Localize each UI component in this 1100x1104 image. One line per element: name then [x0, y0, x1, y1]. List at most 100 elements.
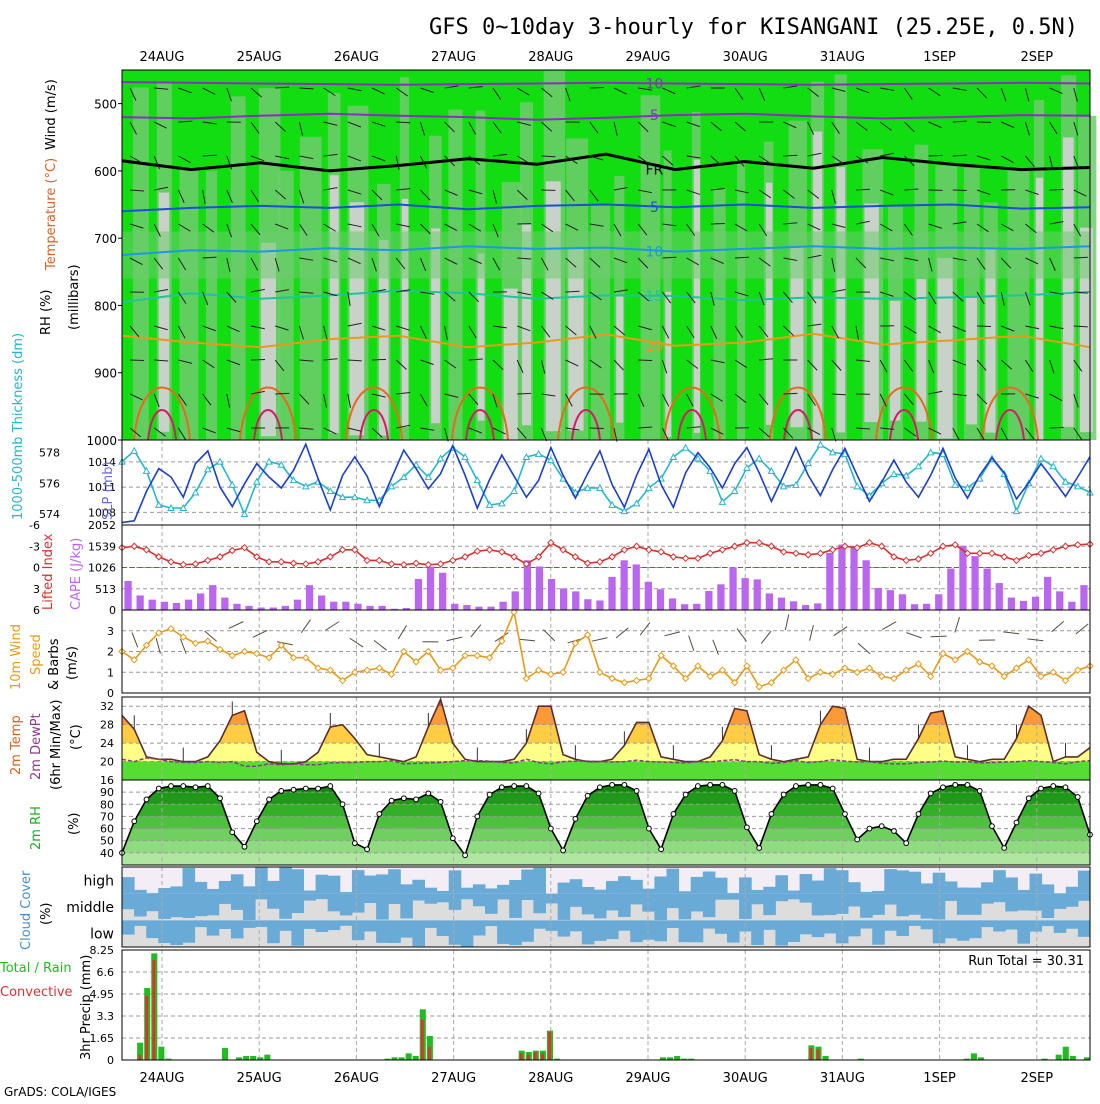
rh-point [365, 847, 370, 852]
ylabel-precip-total: Total / Rain [0, 961, 72, 976]
rh-point [585, 793, 590, 798]
cape-bar [524, 560, 531, 610]
rh-shade-dry [616, 295, 623, 422]
li-point [903, 557, 909, 563]
cloud-cell [231, 874, 244, 893]
surface-barb [1052, 621, 1064, 631]
cloud-cell [558, 894, 571, 920]
cloud-cell [751, 894, 764, 905]
cloud-cell [594, 894, 607, 919]
cloud-level-label: low [90, 927, 114, 943]
cloud-cell [255, 894, 268, 900]
cloud-cell [146, 893, 159, 894]
cloud-cell [812, 894, 825, 916]
cloud-cell [606, 894, 619, 911]
precip-total-bar [406, 1053, 412, 1060]
rh-point [573, 816, 578, 821]
cloud-cell [993, 894, 1006, 902]
precip-total-bar [823, 1056, 829, 1060]
ytick-li: -6 [29, 519, 40, 532]
thickness-point [732, 488, 738, 494]
precip-total-bar [158, 1047, 164, 1060]
ylabel-wind10-d: (m/s) [65, 646, 80, 680]
rh-point [291, 787, 296, 792]
rh-point [561, 848, 566, 853]
cape-bar [754, 579, 761, 610]
ytick-wind: 1 [107, 666, 114, 679]
ylabel-cloud: Cloud Cover [19, 870, 34, 950]
li-point [756, 540, 762, 546]
ytick-precip: 6.6 [97, 966, 115, 979]
date-label-bottom: 27AUG [431, 1071, 476, 1086]
rh-point [720, 782, 725, 787]
cloud-cell [993, 870, 1006, 893]
rh-point [548, 826, 553, 831]
surface-barb [519, 639, 535, 641]
date-label-bottom: 2SEP [1021, 1071, 1054, 1086]
rh-point [1002, 846, 1007, 851]
li-point [499, 549, 505, 555]
cape-bar [149, 600, 156, 610]
cloud-cell [594, 890, 607, 894]
rh-point [303, 786, 308, 791]
cloud-cell [884, 869, 897, 894]
cloud-cell [509, 920, 522, 945]
cape-bar [173, 603, 180, 610]
cloud-cell [352, 920, 365, 940]
date-label-bottom: 24AUG [139, 1071, 184, 1086]
cape-bar [621, 560, 628, 610]
ytick-thickness: 578 [39, 446, 60, 459]
cloud-cell [485, 894, 498, 914]
li-point [977, 550, 983, 556]
contour-label: 10 [645, 245, 663, 261]
cloud-cell [195, 894, 208, 917]
ylabel-rh2m: 2m RH [29, 806, 44, 850]
cloud-cell [473, 894, 486, 907]
cloud-cell [812, 920, 825, 937]
cloud-cell [158, 888, 171, 894]
rh-point [818, 782, 823, 787]
li-point [646, 547, 652, 553]
cape-bar [1008, 598, 1015, 610]
cloud-cell [872, 894, 885, 915]
surface-barb [447, 637, 463, 641]
rh-point [928, 791, 933, 796]
cloud-cell [425, 888, 438, 894]
wind-speed-point [940, 651, 946, 657]
surface-barb [326, 622, 339, 631]
cloud-cell [400, 920, 413, 937]
wind-barb [1050, 189, 1064, 190]
cloud-cell [352, 870, 365, 894]
cloud-cell [533, 920, 546, 928]
date-label-top: 31AUG [820, 50, 865, 65]
rh-point [475, 814, 480, 819]
contour-label: 5 [650, 108, 659, 124]
thickness-point [229, 482, 235, 488]
li-point [719, 547, 725, 553]
cloud-cell [546, 894, 559, 904]
li-point [1038, 550, 1044, 556]
cloud-cell [183, 894, 196, 918]
cape-bar [669, 598, 676, 610]
cloud-cell [763, 894, 776, 915]
cape-bar [802, 605, 809, 610]
rh-shade-dry [813, 132, 822, 439]
rh-point [169, 784, 174, 789]
cloud-cell [775, 920, 788, 945]
cloud-cell [497, 885, 510, 894]
li-point [217, 554, 223, 560]
wind-speed-point [376, 665, 382, 671]
cape-bar [342, 602, 349, 610]
cloud-cell [921, 883, 934, 893]
ytick-label: 500 [94, 98, 117, 112]
li-point [1001, 554, 1007, 560]
surface-barb [858, 643, 870, 654]
cloud-cell [267, 920, 280, 943]
cloud-cell [485, 920, 498, 926]
ytick-label: 1000 [86, 434, 117, 448]
cloud-cell [1054, 894, 1067, 909]
rh-point [181, 784, 186, 789]
cape-bar [354, 604, 361, 610]
cloud-cell [642, 894, 655, 912]
